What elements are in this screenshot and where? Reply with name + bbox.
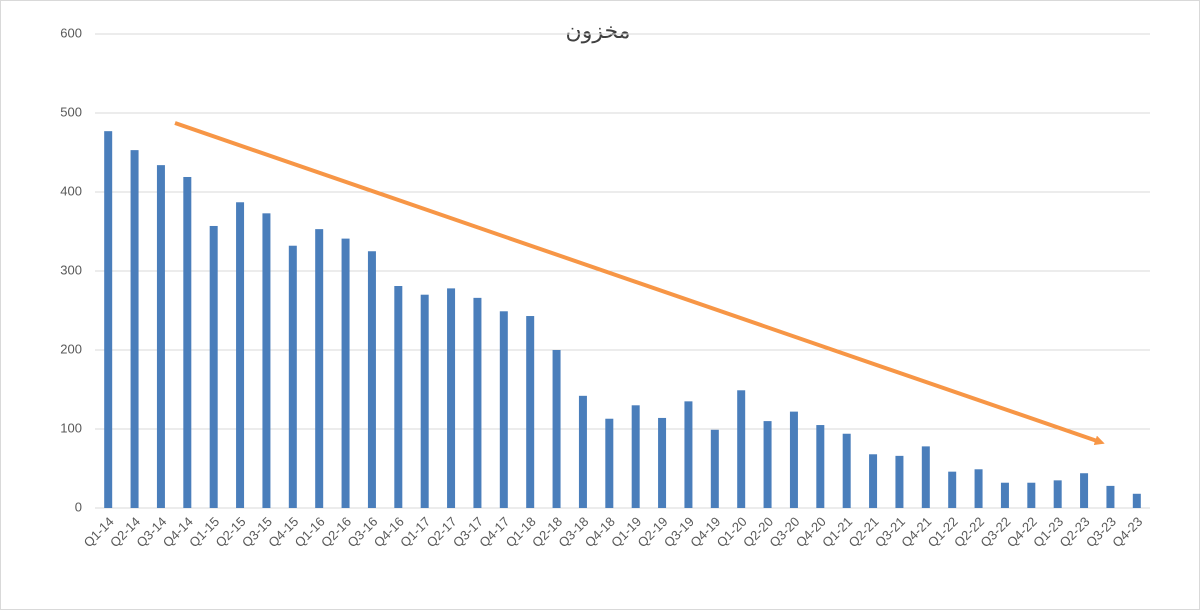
y-tick-label: 0 [75, 499, 82, 514]
bar [420, 294, 429, 508]
bar [288, 245, 297, 508]
y-tick-label: 500 [60, 104, 82, 119]
bar [209, 225, 218, 508]
bar [763, 421, 772, 508]
bar [447, 288, 456, 508]
bar [262, 213, 271, 508]
bar [315, 229, 324, 508]
trend-arrow [174, 121, 1105, 446]
bar [394, 286, 403, 508]
bar [367, 251, 376, 508]
y-tick-label: 200 [60, 341, 82, 356]
bar [578, 395, 587, 508]
y-tick-label: 600 [60, 25, 82, 40]
bar [948, 471, 957, 508]
bar [974, 469, 983, 508]
bar [921, 446, 930, 508]
bar [1053, 480, 1062, 508]
y-tick-label: 100 [60, 420, 82, 435]
y-tick-label: 300 [60, 262, 82, 277]
bar [789, 411, 798, 508]
y-tick-label: 400 [60, 183, 82, 198]
bar [1080, 473, 1089, 508]
bar [341, 238, 350, 509]
bar [236, 202, 245, 508]
bar [473, 297, 482, 508]
bar [737, 390, 746, 508]
bar [130, 150, 139, 508]
bar [658, 417, 667, 508]
bar [156, 165, 165, 508]
bar [183, 176, 192, 509]
bar [552, 350, 561, 508]
bar [526, 316, 535, 508]
bar [1000, 482, 1009, 508]
chart-title: مخزون [566, 18, 631, 44]
bar [104, 131, 113, 509]
bar [816, 425, 825, 508]
bar [1132, 493, 1141, 508]
bar [842, 433, 851, 508]
bar [499, 311, 508, 508]
bar [895, 455, 904, 508]
bar [1027, 482, 1036, 508]
bar [631, 405, 640, 508]
bar [684, 401, 693, 508]
bar [1106, 485, 1115, 508]
bar [869, 454, 878, 508]
bar [710, 429, 719, 508]
bar [605, 418, 614, 508]
